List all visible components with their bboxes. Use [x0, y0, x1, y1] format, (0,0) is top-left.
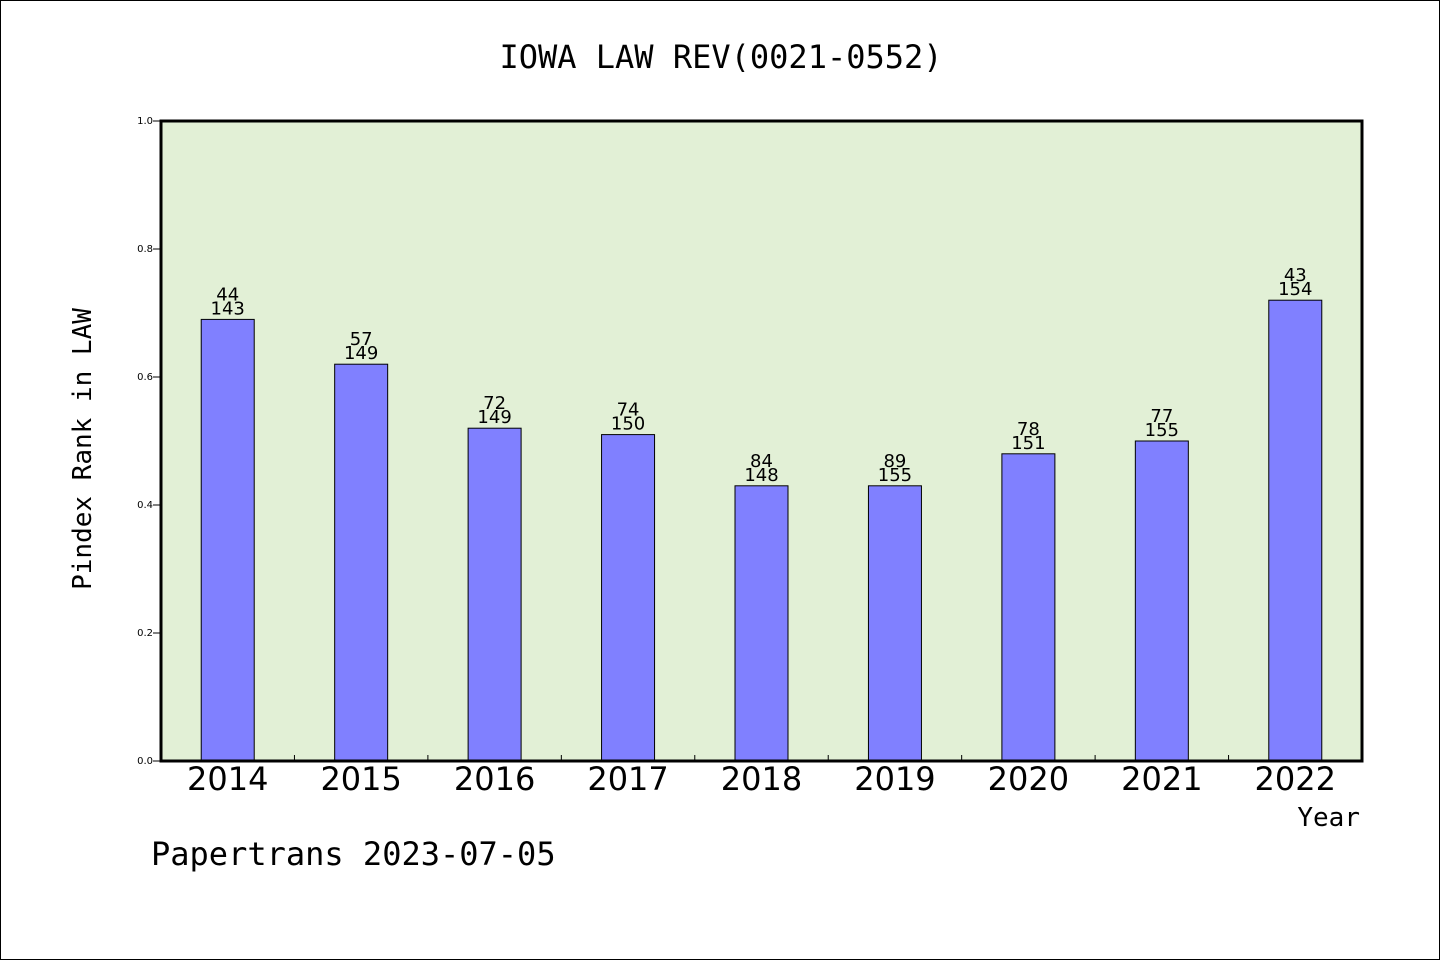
- y-tick-label: 0.6: [137, 372, 153, 383]
- bar: [1134, 440, 1189, 762]
- bar-total-label: 150: [611, 414, 645, 435]
- x-tick-label: 2014: [187, 760, 268, 798]
- x-axis: 2014 2015 2016 2017 2018 2019 2020 2021 2022: [187, 755, 1336, 798]
- bar: [1001, 453, 1056, 762]
- y-tick-label: 1.0: [137, 116, 153, 127]
- bars-group: [200, 299, 1323, 762]
- x-tick-label: 2016: [454, 760, 535, 798]
- bar-total-label: 149: [477, 407, 511, 428]
- bar: [467, 427, 522, 762]
- x-tick-label: 2018: [721, 760, 802, 798]
- bar-total-label: 148: [744, 465, 778, 486]
- bar-total-label: 155: [1145, 420, 1179, 441]
- bar-rank-label: 84: [750, 451, 773, 472]
- bar-total-label: 151: [1011, 433, 1045, 454]
- bar-rank-label: 44: [216, 284, 239, 305]
- bar-rank-label: 89: [883, 451, 906, 472]
- y-axis: 0.0 0.2 0.4 0.6 0.8 1.0: [137, 116, 161, 767]
- footer-credit: Papertrans 2023-07-05: [151, 835, 556, 873]
- x-tick-label: 2022: [1255, 760, 1336, 798]
- y-tick-label: 0.0: [137, 756, 153, 767]
- x-axis-label: Year: [1297, 803, 1360, 833]
- bar-total-label: 143: [211, 298, 245, 319]
- bar: [601, 434, 656, 762]
- bar: [1268, 299, 1323, 762]
- x-tick-label: 2020: [988, 760, 1069, 798]
- bar-rank-label: 77: [1150, 406, 1173, 427]
- x-tick-label: 2021: [1121, 760, 1202, 798]
- y-tick-label: 0.2: [137, 628, 153, 639]
- bar-rank-label: 72: [483, 393, 506, 414]
- bar: [867, 485, 922, 762]
- plot-border: [159, 119, 1364, 763]
- bar: [200, 318, 255, 762]
- bar-total-label: 155: [878, 465, 912, 486]
- y-tick-label: 0.8: [137, 244, 153, 255]
- bar-rank-label: 43: [1284, 265, 1307, 286]
- bar-rank-label: 78: [1017, 419, 1040, 440]
- bar-rank-label: 74: [617, 400, 640, 421]
- bar-total-label: 149: [344, 343, 378, 364]
- x-tick-label: 2015: [320, 760, 401, 798]
- y-tick-label: 0.4: [137, 500, 153, 511]
- bar: [334, 363, 389, 762]
- bar: [734, 485, 789, 762]
- x-tick-label: 2017: [587, 760, 668, 798]
- bar-rank-label: 57: [350, 329, 373, 350]
- x-tick-label: 2019: [854, 760, 935, 798]
- bar-total-label: 154: [1278, 279, 1312, 300]
- chart-title: IOWA LAW REV(0021-0552): [499, 38, 942, 76]
- y-axis-label: Pindex Rank in LAW: [68, 308, 98, 590]
